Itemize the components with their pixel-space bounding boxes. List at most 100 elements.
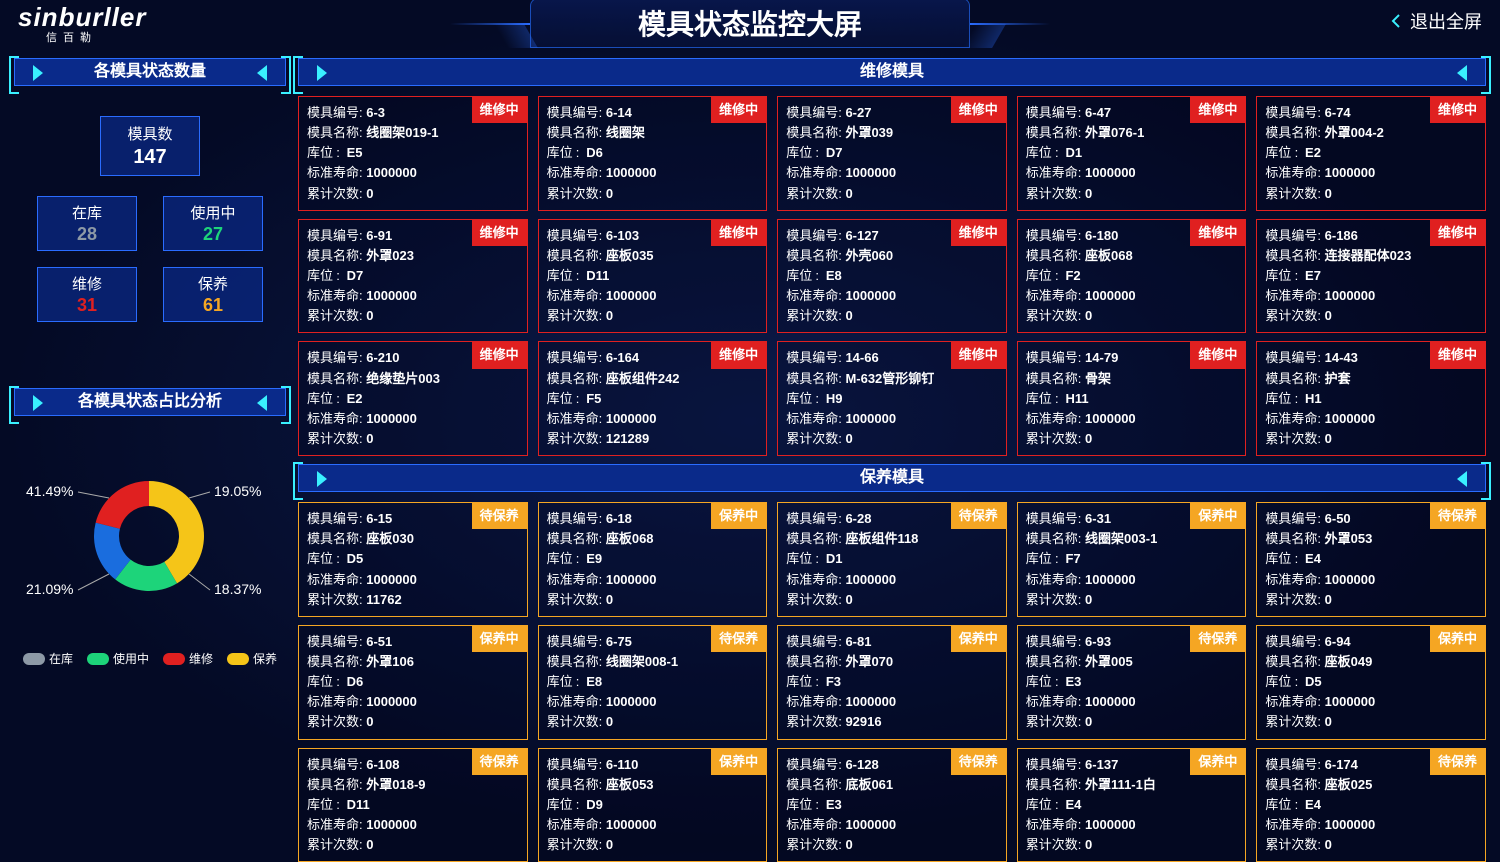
card-row: 模具名称: 线圈架019-1 (307, 123, 519, 143)
caret-right-icon[interactable] (317, 65, 327, 81)
card-row: 模具名称: 外罩005 (1026, 652, 1238, 672)
card-row: 标准寿命: 1000000 (1265, 692, 1477, 712)
status-badge: 维修中 (1190, 220, 1245, 246)
card-row: 模具名称: 座板组件118 (786, 529, 998, 549)
card-row: 库位: E4 (1265, 549, 1477, 569)
card-row: 库位: F3 (786, 672, 998, 692)
mold-card[interactable]: 保养中模具编号: 6-94模具名称: 座板049库位: D5标准寿命: 1000… (1256, 625, 1486, 740)
legend-label: 使用中 (113, 650, 149, 667)
card-row: 模具名称: 外罩106 (307, 652, 519, 672)
status-badge: 维修中 (1430, 220, 1485, 246)
mold-card[interactable]: 维修中模具编号: 6-210模具名称: 绝缘垫片003库位: E2标准寿命: 1… (298, 341, 528, 456)
card-row: 累计次数: 0 (307, 184, 519, 204)
legend-item: 维修 (163, 650, 213, 667)
caret-right-icon (33, 65, 43, 81)
card-row: 标准寿命: 1000000 (1026, 692, 1238, 712)
stat-value: 27 (164, 224, 262, 245)
status-badge: 维修中 (711, 342, 766, 368)
mold-card[interactable]: 维修中模具编号: 6-74模具名称: 外罩004-2库位: E2标准寿命: 10… (1256, 96, 1486, 211)
mold-card[interactable]: 维修中模具编号: 6-3模具名称: 线圈架019-1库位: E5标准寿命: 10… (298, 96, 528, 211)
stat-value: 147 (101, 146, 199, 169)
mold-card[interactable]: 维修中模具编号: 6-164模具名称: 座板组件242库位: F5标准寿命: 1… (538, 341, 768, 456)
card-row: 标准寿命: 1000000 (786, 570, 998, 590)
mold-card[interactable]: 维修中模具编号: 14-43模具名称: 护套库位: H1标准寿命: 100000… (1256, 341, 1486, 456)
mold-card[interactable]: 保养中模具编号: 6-137模具名称: 外罩111-1白库位: E4标准寿命: … (1017, 748, 1247, 862)
card-row: 累计次数: 0 (1026, 590, 1238, 610)
mold-card[interactable]: 保养中模具编号: 6-31模具名称: 线圈架003-1库位: F7标准寿命: 1… (1017, 502, 1247, 617)
status-badge: 待保养 (472, 503, 527, 529)
card-row: 累计次数: 0 (1265, 712, 1477, 732)
mold-card[interactable]: 维修中模具编号: 6-27模具名称: 外罩039库位: D7标准寿命: 1000… (777, 96, 1007, 211)
legend-label: 维修 (189, 650, 213, 667)
status-badge: 维修中 (711, 97, 766, 123)
mold-card[interactable]: 维修中模具编号: 6-180模具名称: 座板068库位: F2标准寿命: 100… (1017, 219, 1247, 334)
card-row: 模具名称: 底板061 (786, 775, 998, 795)
mold-card[interactable]: 保养中模具编号: 6-81模具名称: 外罩070库位: F3标准寿命: 1000… (777, 625, 1007, 740)
card-row: 库位: D11 (307, 795, 519, 815)
mold-card[interactable]: 保养中模具编号: 6-18模具名称: 座板068库位: E9标准寿命: 1000… (538, 502, 768, 617)
mold-card[interactable]: 待保养模具编号: 6-108模具名称: 外罩018-9库位: D11标准寿命: … (298, 748, 528, 862)
mold-card[interactable]: 保养中模具编号: 6-110模具名称: 座板053库位: D9标准寿命: 100… (538, 748, 768, 862)
status-badge: 待保养 (951, 749, 1006, 775)
mold-card[interactable]: 维修中模具编号: 6-103模具名称: 座板035库位: D11标准寿命: 10… (538, 219, 768, 334)
chart-legend: 在库 使用中 维修保养 (14, 650, 286, 667)
status-badge: 保养中 (711, 503, 766, 529)
mold-card[interactable]: 维修中模具编号: 6-127模具名称: 外壳060库位: E8标准寿命: 100… (777, 219, 1007, 334)
mold-card[interactable]: 维修中模具编号: 6-14模具名称: 线圈架库位: D6标准寿命: 100000… (538, 96, 768, 211)
logo: sinburller 信百勒 (18, 2, 146, 45)
card-row: 模具名称: 座板025 (1265, 775, 1477, 795)
card-row: 库位: D6 (307, 672, 519, 692)
card-row: 累计次数: 0 (547, 306, 759, 326)
card-row: 标准寿命: 1000000 (786, 286, 998, 306)
card-row: 累计次数: 0 (307, 835, 519, 855)
legend-item: 保养 (227, 650, 277, 667)
main-content: 维修模具维修中模具编号: 6-3模具名称: 线圈架019-1库位: E5标准寿命… (298, 58, 1486, 843)
card-row: 累计次数: 0 (786, 835, 998, 855)
stat-使用中: 使用中 27 (163, 196, 263, 251)
mold-card[interactable]: 待保养模具编号: 6-15模具名称: 座板030库位: D5标准寿命: 1000… (298, 502, 528, 617)
mold-card[interactable]: 待保养模具编号: 6-128模具名称: 底板061库位: E3标准寿命: 100… (777, 748, 1007, 862)
caret-left-icon[interactable] (1457, 471, 1467, 487)
card-row: 模具名称: 座板组件242 (547, 369, 759, 389)
card-row: 库位: F2 (1026, 266, 1238, 286)
card-row: 累计次数: 0 (307, 429, 519, 449)
card-row: 模具名称: 外罩070 (786, 652, 998, 672)
mold-card[interactable]: 待保养模具编号: 6-28模具名称: 座板组件118库位: D1标准寿命: 10… (777, 502, 1007, 617)
mold-card[interactable]: 待保养模具编号: 6-75模具名称: 线圈架008-1库位: E8标准寿命: 1… (538, 625, 768, 740)
card-row: 库位: E7 (1265, 266, 1477, 286)
caret-right-icon[interactable] (317, 471, 327, 487)
mold-card[interactable]: 待保养模具编号: 6-93模具名称: 外罩005库位: E3标准寿命: 1000… (1017, 625, 1247, 740)
card-row: 模具名称: 外罩111-1白 (1026, 775, 1238, 795)
card-row: 累计次数: 92916 (786, 712, 998, 732)
mold-card[interactable]: 维修中模具编号: 6-186模具名称: 连接器配体023库位: E7标准寿命: … (1256, 219, 1486, 334)
card-row: 标准寿命: 1000000 (1026, 163, 1238, 183)
mold-card[interactable]: 维修中模具编号: 6-47模具名称: 外罩076-1库位: D1标准寿命: 10… (1017, 96, 1247, 211)
mold-card[interactable]: 待保养模具编号: 6-50模具名称: 外罩053库位: E4标准寿命: 1000… (1256, 502, 1486, 617)
card-row: 累计次数: 0 (1026, 835, 1238, 855)
mold-card[interactable]: 维修中模具编号: 14-66模具名称: M-632管形铆钉库位: H9标准寿命:… (777, 341, 1007, 456)
card-row: 模具名称: 线圈架003-1 (1026, 529, 1238, 549)
card-row: 模具名称: 外壳060 (786, 246, 998, 266)
exit-fullscreen-button[interactable]: 退出全屏 (1388, 8, 1482, 34)
mold-card[interactable]: 维修中模具编号: 14-79模具名称: 骨架库位: H11标准寿命: 10000… (1017, 341, 1247, 456)
mold-card[interactable]: 待保养模具编号: 6-174模具名称: 座板025库位: E4标准寿命: 100… (1256, 748, 1486, 862)
donut-chart: 41.49%19.05%18.37%21.09% (14, 426, 284, 646)
caret-left-icon[interactable] (1457, 65, 1467, 81)
stat-label: 保养 (164, 273, 262, 294)
status-badge: 维修中 (951, 342, 1006, 368)
mold-card[interactable]: 维修中模具编号: 6-91模具名称: 外罩023库位: D7标准寿命: 1000… (298, 219, 528, 334)
card-row: 标准寿命: 1000000 (1265, 570, 1477, 590)
card-row: 库位: E8 (786, 266, 998, 286)
card-row: 库位: D6 (547, 143, 759, 163)
card-row: 库位: E3 (1026, 672, 1238, 692)
card-row: 标准寿命: 1000000 (786, 409, 998, 429)
card-row: 库位: E4 (1026, 795, 1238, 815)
card-row: 累计次数: 0 (1265, 184, 1477, 204)
legend-label: 在库 (49, 650, 73, 667)
mold-card[interactable]: 保养中模具编号: 6-51模具名称: 外罩106库位: D6标准寿命: 1000… (298, 625, 528, 740)
card-row: 库位: F7 (1026, 549, 1238, 569)
card-row: 累计次数: 0 (1265, 306, 1477, 326)
legend-swatch (163, 653, 185, 665)
card-row: 标准寿命: 1000000 (786, 163, 998, 183)
header: sinburller 信百勒 模具状态监控大屏 退出全屏 (0, 0, 1500, 46)
